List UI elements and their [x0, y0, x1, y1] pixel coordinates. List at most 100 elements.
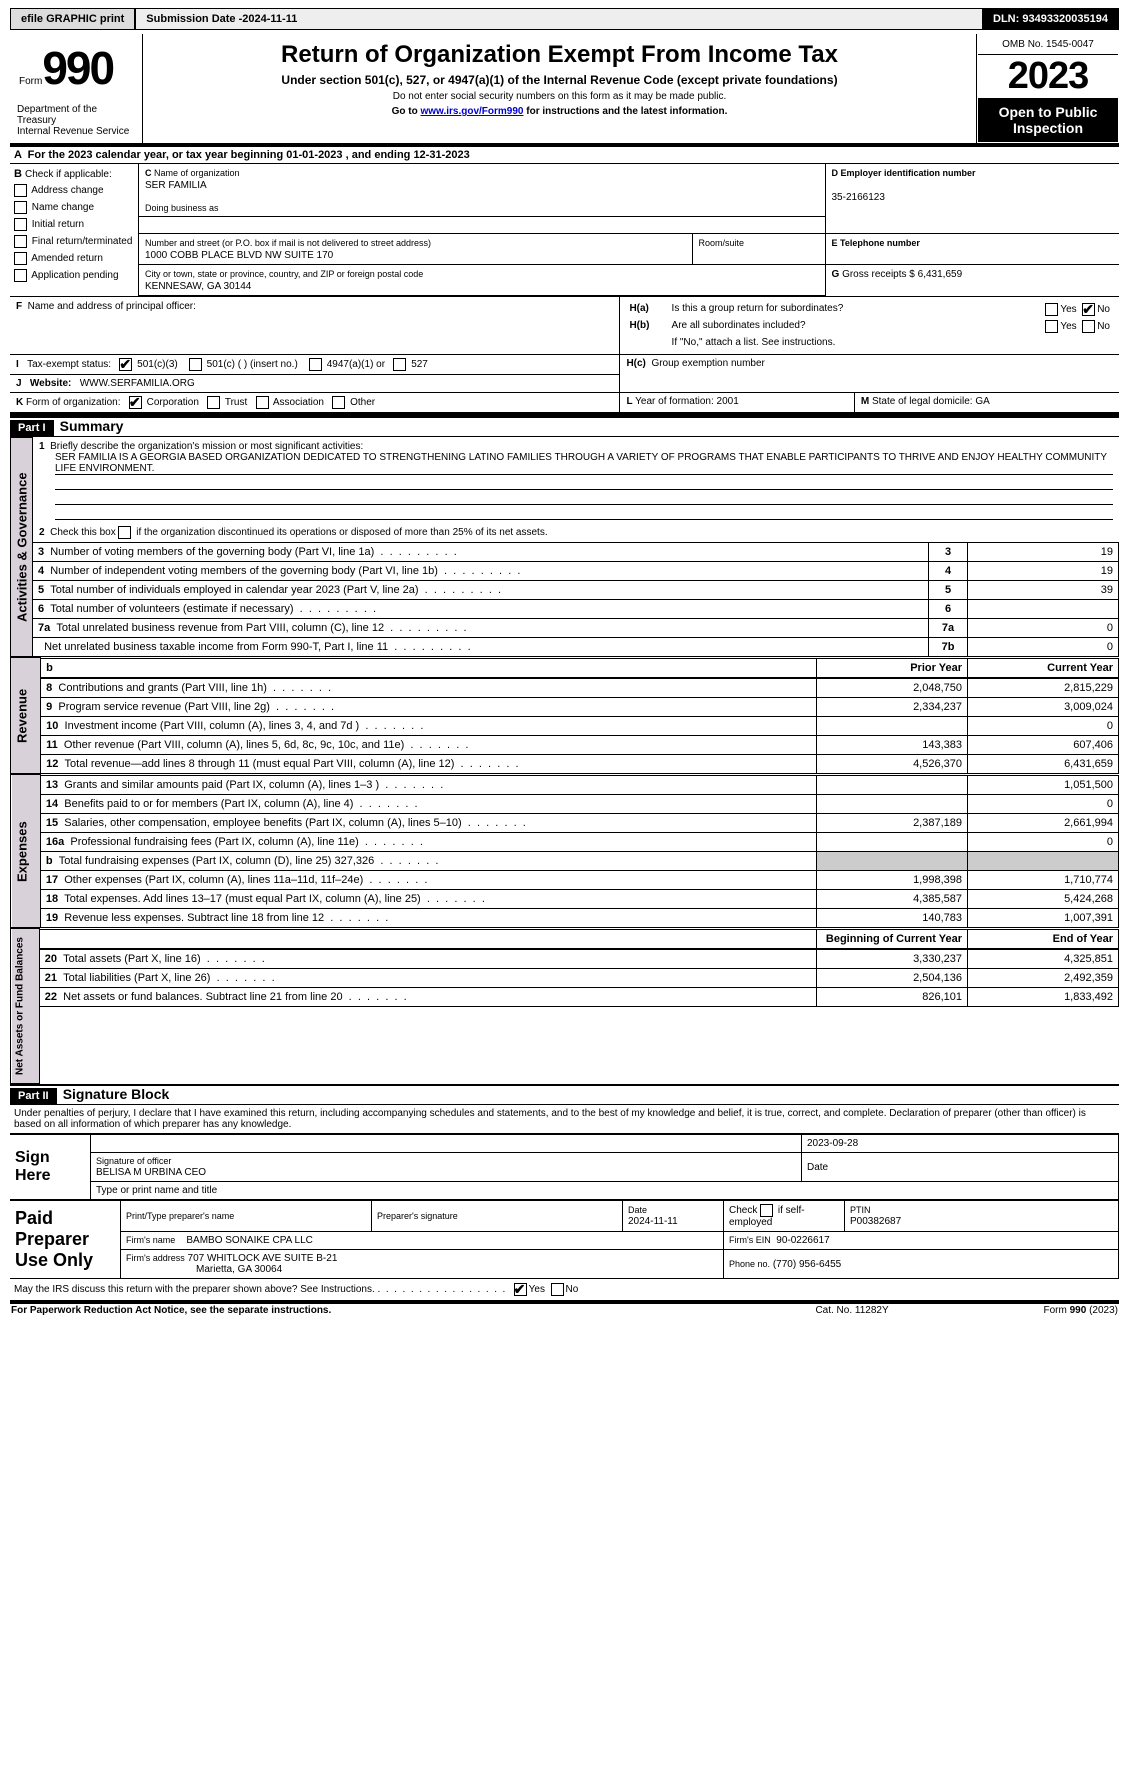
firm-phone: Phone no. (770) 956-6455 — [724, 1250, 1119, 1279]
box-e-phone: E Telephone number — [825, 234, 1119, 265]
line1-mission: 1 Briefly describe the organization's mi… — [33, 438, 1119, 523]
prep-date: Date2024-11-11 — [623, 1201, 724, 1232]
sig-officer: Signature of officerBELISA M URBINA CEO — [91, 1153, 802, 1182]
footer-cat: Cat. No. 11282Y — [764, 1304, 940, 1317]
box-hc: H(c) Group exemption number — [620, 355, 1119, 393]
chk-501c[interactable] — [189, 358, 202, 371]
omb-number: OMB No. 1545-0047 — [978, 35, 1118, 55]
summary-row: 6 Total number of volunteers (estimate i… — [33, 599, 1119, 618]
summary-row: 10 Investment income (Part VIII, column … — [41, 716, 1118, 735]
chk-other[interactable] — [332, 396, 345, 409]
footer-form: Form 990 (2023) — [940, 1304, 1119, 1317]
summary-row: 20 Total assets (Part X, line 16) . . . … — [40, 949, 1119, 968]
chk-address-change[interactable] — [14, 184, 27, 197]
box-l: L Year of formation: 2001 — [620, 393, 854, 415]
vlabel-activities: Activities & Governance — [11, 438, 33, 657]
prep-sig: Preparer's signature — [372, 1201, 623, 1232]
chk-trust[interactable] — [207, 396, 220, 409]
vlabel-expenses: Expenses — [11, 775, 41, 928]
paid-preparer: Paid Preparer Use Only — [10, 1201, 121, 1279]
form-number: Form990 — [11, 35, 141, 101]
chk-application-pending[interactable] — [14, 269, 27, 282]
box-j-website: J Website: WWW.SERFAMILIA.ORG — [10, 375, 620, 393]
summary-row: 17 Other expenses (Part IX, column (A), … — [41, 870, 1119, 889]
chk-ha-no[interactable] — [1082, 303, 1095, 316]
firm-name: Firm's name BAMBO SONAIKE CPA LLC — [121, 1232, 724, 1250]
summary-row: 14 Benefits paid to or for members (Part… — [41, 794, 1119, 813]
vlabel-revenue: Revenue — [11, 658, 41, 774]
tax-year: 2023 — [978, 55, 1118, 98]
ptin: PTINP00382687 — [845, 1201, 1119, 1232]
perjury-statement: Under penalties of perjury, I declare th… — [10, 1105, 1119, 1134]
summary-row: 12 Total revenue—add lines 8 through 11 … — [41, 754, 1118, 773]
open-public-inspection: Open to Public Inspection — [978, 98, 1118, 142]
box-m: M State of legal domicile: GA — [854, 393, 1119, 415]
box-b: B Check if applicable: Address change Na… — [10, 164, 139, 296]
chk-501c3[interactable] — [119, 358, 132, 371]
firm-address: Firm's address 707 WHITLOCK AVE SUITE B-… — [121, 1250, 724, 1279]
summary-row: 21 Total liabilities (Part X, line 26) .… — [40, 968, 1119, 987]
box-c-room: Room/suite — [692, 234, 825, 264]
summary-row: 13 Grants and similar amounts paid (Part… — [41, 775, 1119, 794]
summary-row: 3 Number of voting members of the govern… — [33, 542, 1119, 561]
discuss-irs: May the IRS discuss this return with the… — [10, 1279, 1119, 1304]
irs-link[interactable]: www.irs.gov/Form990 — [420, 106, 523, 117]
summary-row: 19 Revenue less expenses. Subtract line … — [41, 908, 1119, 927]
prep-self-emp: Check if self-employed — [724, 1201, 845, 1232]
top-bar: efile GRAPHIC print Submission Date - 20… — [10, 8, 1119, 30]
chk-ha-yes[interactable] — [1045, 303, 1058, 316]
chk-assoc[interactable] — [256, 396, 269, 409]
box-i: I Tax-exempt status: 501(c)(3) 501(c) ( … — [10, 355, 620, 375]
summary-row: 7a Total unrelated business revenue from… — [33, 618, 1119, 637]
summary-row: 11 Other revenue (Part VIII, column (A),… — [41, 735, 1118, 754]
box-c-street: Number and street (or P.O. box if mail i… — [139, 234, 692, 264]
summary-row: 22 Net assets or fund balances. Subtract… — [40, 987, 1119, 1006]
line2: 2 Check this box if the organization dis… — [33, 523, 1119, 542]
chk-hb-no[interactable] — [1082, 320, 1095, 333]
box-k: K Form of organization: Corporation Trus… — [10, 393, 620, 415]
form-title: Return of Organization Exempt From Incom… — [144, 35, 975, 123]
type-print-name: Type or print name and title — [91, 1182, 1119, 1200]
dln: DLN: 93493320035194 — [982, 9, 1118, 29]
summary-row: 18 Total expenses. Add lines 13–17 (must… — [41, 889, 1119, 908]
chk-self-employed[interactable] — [760, 1204, 773, 1217]
chk-amended-return[interactable] — [14, 252, 27, 265]
dept-treasury: Department of the TreasuryInternal Reven… — [11, 101, 141, 140]
part2-header: Part II Signature Block — [10, 1084, 1119, 1105]
chk-hb-yes[interactable] — [1045, 320, 1058, 333]
firm-ein: Firm's EIN 90-0226617 — [724, 1232, 1119, 1250]
part1-header: Part I Summary — [10, 416, 1119, 437]
box-d-ein: D Employer identification number 35-2166… — [825, 164, 1119, 234]
line-a: A For the 2023 calendar year, or tax yea… — [10, 147, 1119, 164]
chk-corp[interactable] — [129, 396, 142, 409]
chk-line2[interactable] — [118, 526, 131, 539]
box-h: H(a)Is this a group return for subordina… — [620, 297, 1119, 355]
efile-print-button[interactable]: efile GRAPHIC print — [11, 9, 136, 29]
prep-name: Print/Type preparer's name — [121, 1201, 372, 1232]
chk-527[interactable] — [393, 358, 406, 371]
summary-row: 4 Number of independent voting members o… — [33, 561, 1119, 580]
summary-row: Net unrelated business taxable income fr… — [33, 637, 1119, 656]
sig-date: 2023-09-28 — [802, 1135, 1119, 1153]
summary-row: 5 Total number of individuals employed i… — [33, 580, 1119, 599]
chk-name-change[interactable] — [14, 201, 27, 214]
vlabel-netassets: Net Assets or Fund Balances — [11, 929, 40, 1084]
chk-initial-return[interactable] — [14, 218, 27, 231]
sign-here: Sign Here — [10, 1135, 91, 1200]
summary-row: 16a Professional fundraising fees (Part … — [41, 832, 1119, 851]
chk-discuss-no[interactable] — [551, 1283, 564, 1296]
chk-discuss-yes[interactable] — [514, 1283, 527, 1296]
box-g-gross: G Gross receipts $ 6,431,659 — [825, 265, 1119, 296]
submission-date: Submission Date - 2024-11-11 — [136, 9, 982, 29]
summary-row: 9 Program service revenue (Part VIII, li… — [41, 697, 1118, 716]
box-f: F Name and address of principal officer: — [10, 297, 620, 355]
sig-date-label: Date — [802, 1153, 1119, 1182]
summary-row: 15 Salaries, other compensation, employe… — [41, 813, 1119, 832]
footer-pra: For Paperwork Reduction Act Notice, see … — [10, 1304, 764, 1317]
summary-row: b Total fundraising expenses (Part IX, c… — [41, 851, 1119, 870]
chk-final-return[interactable] — [14, 235, 27, 248]
box-c-city: City or town, state or province, country… — [139, 265, 825, 296]
summary-row: 8 Contributions and grants (Part VIII, l… — [41, 678, 1118, 697]
chk-4947[interactable] — [309, 358, 322, 371]
box-c-name: C Name of organization SER FAMILIA Doing… — [139, 164, 825, 217]
